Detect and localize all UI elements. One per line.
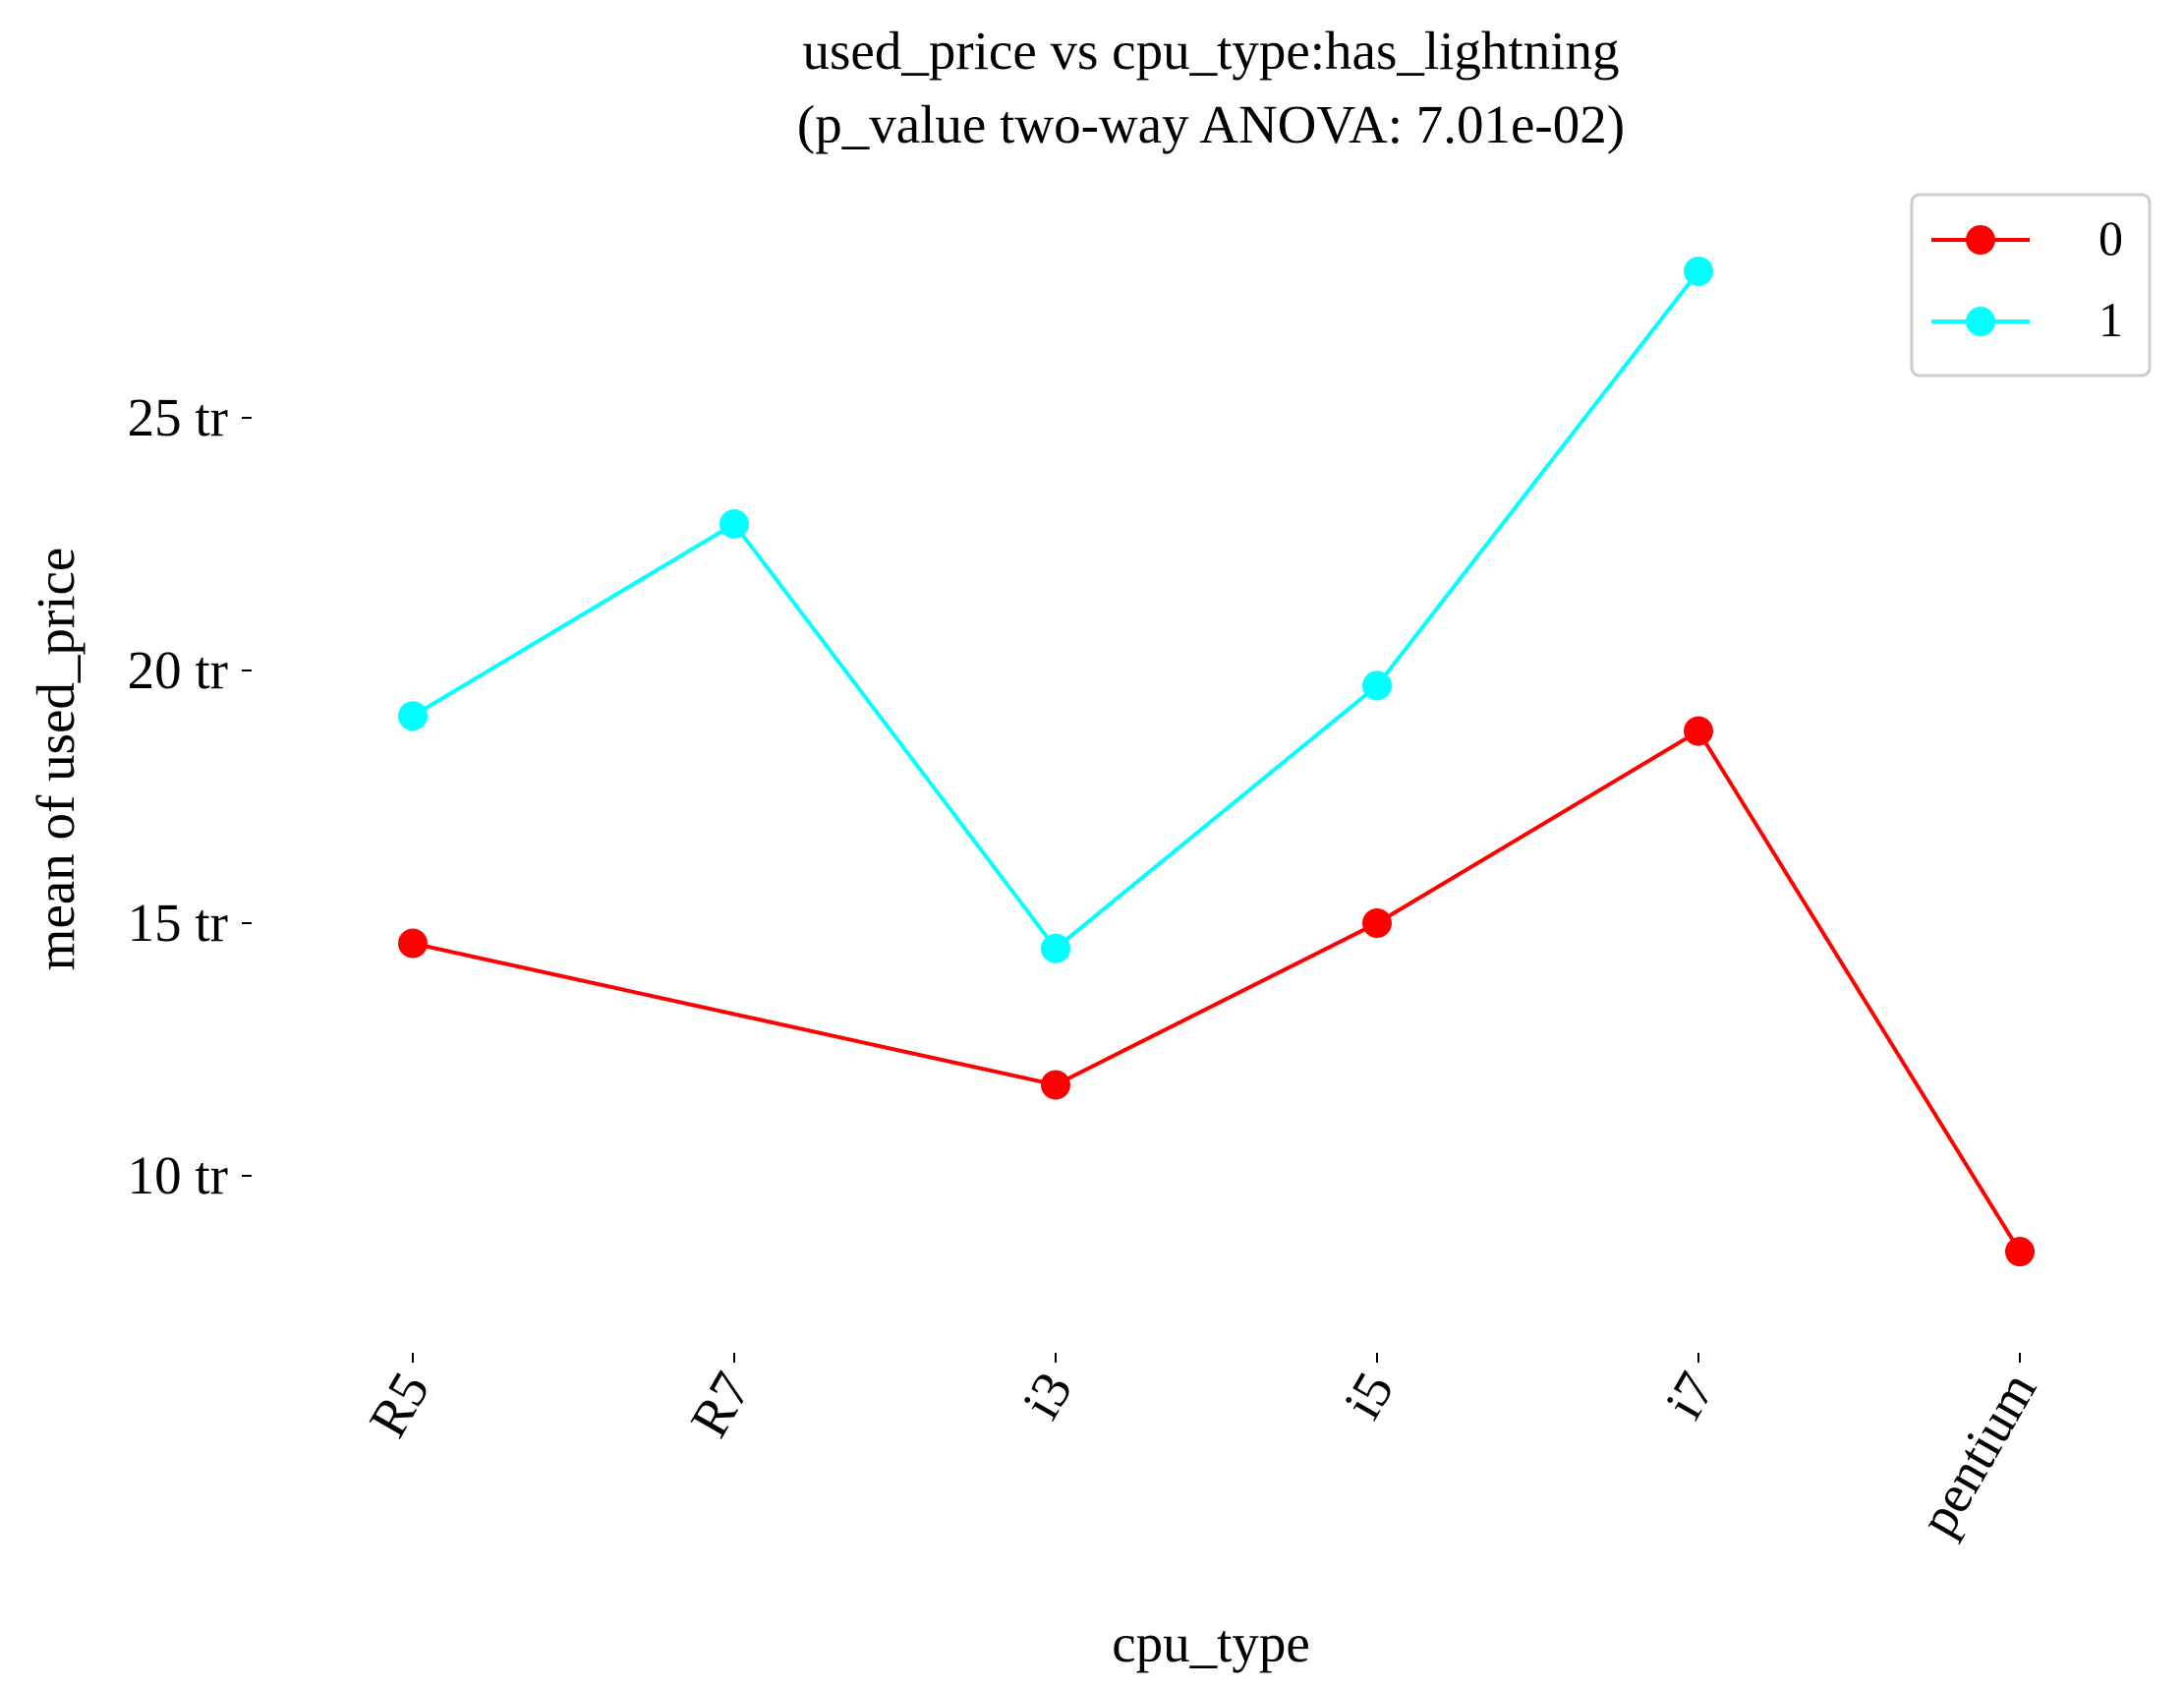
series-line-0: [412, 728, 2022, 1253]
data-point-0-i5: [1362, 908, 1392, 938]
x-tick-label: i3: [1010, 1363, 1083, 1429]
legend-marker-0: [1966, 225, 1995, 255]
data-point-1-i3: [1041, 933, 1070, 963]
chart-title: used_price vs cpu_type:has_lightning: [803, 21, 1620, 81]
legend-marker-1: [1966, 307, 1995, 336]
x-tick-label: pentium: [1907, 1363, 2047, 1546]
y-axis-label: mean of used_price: [26, 548, 86, 971]
data-point-0-i7: [1684, 716, 1713, 746]
x-tick-label: R5: [357, 1363, 440, 1447]
x-tick-label: R7: [678, 1363, 762, 1447]
y-tick-label: 25 tr: [128, 387, 228, 447]
data-point-1-R5: [398, 701, 428, 731]
data-point-1-R7: [719, 508, 749, 539]
x-tick-label: i7: [1653, 1363, 1726, 1429]
data-point-1-i7: [1684, 256, 1713, 286]
y-tick-label: 10 tr: [128, 1145, 228, 1205]
series-layer: [398, 256, 2035, 1267]
y-tick-label: 20 tr: [128, 640, 228, 700]
y-axis: 10 tr 15 tr 20 tr 25 tr: [128, 387, 252, 1205]
data-point-0-R5: [398, 928, 428, 959]
legend-label-0: 0: [2098, 210, 2123, 265]
chart-subtitle: (p_value two-way ANOVA: 7.01e-02): [797, 94, 1625, 154]
y-tick-label: 15 tr: [128, 893, 228, 953]
x-axis-label: cpu_type: [1112, 1613, 1310, 1673]
data-point-0-pentium: [2005, 1237, 2035, 1267]
x-axis: R5 R7 i3 i5 i7 pentium: [357, 1353, 2047, 1545]
data-point-1-i5: [1362, 670, 1392, 701]
legend-label-1: 1: [2098, 292, 2123, 347]
data-point-0-i3: [1041, 1070, 1070, 1100]
legend: 0 1: [1910, 193, 2152, 378]
x-tick-label: i5: [1332, 1363, 1405, 1429]
